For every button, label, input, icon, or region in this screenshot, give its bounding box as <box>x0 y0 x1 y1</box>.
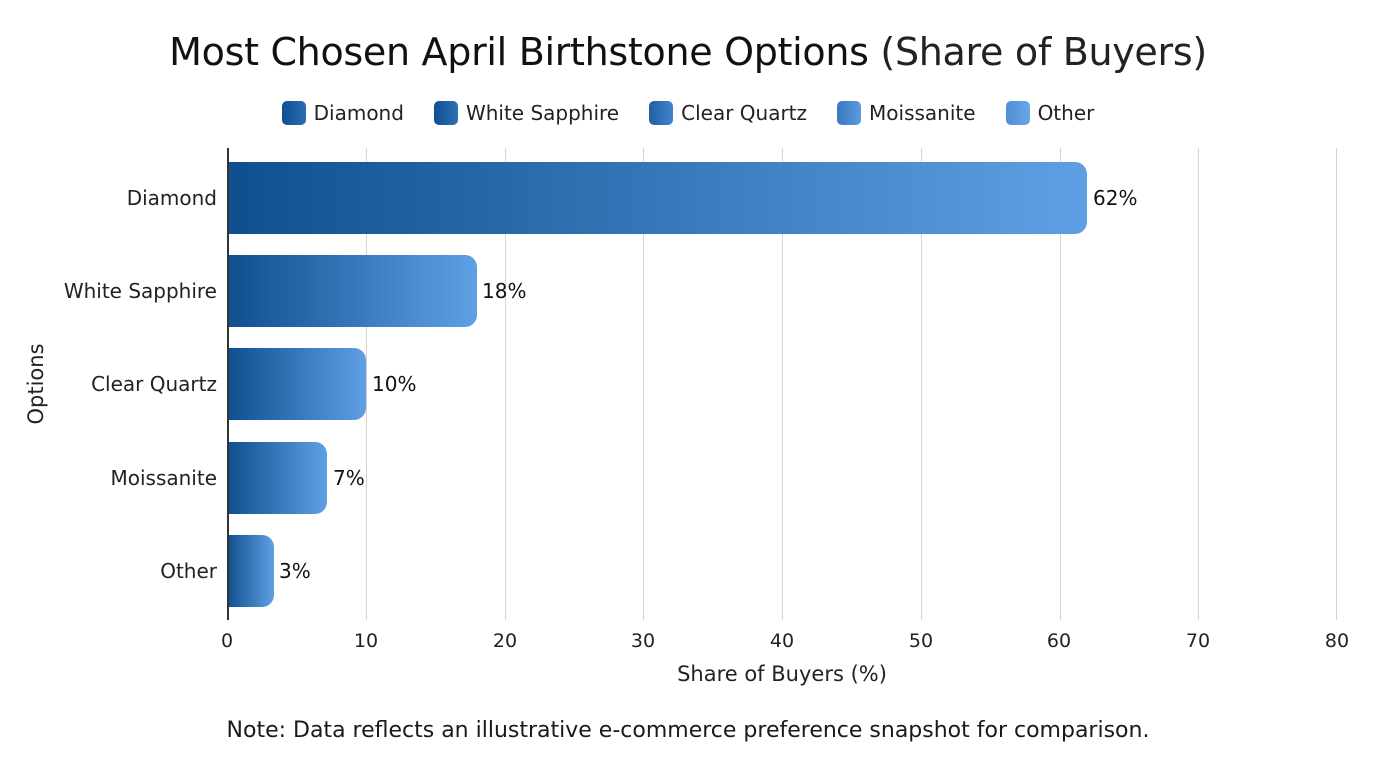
value-label: 10% <box>372 372 417 396</box>
x-tick: 50 <box>908 630 934 652</box>
x-tick: 30 <box>630 630 656 652</box>
legend-label: White Sapphire <box>465 101 620 125</box>
gridline <box>1336 148 1337 620</box>
legend-item-clear-quartz: Clear Quartz <box>649 101 807 125</box>
legend-item-white-sapphire: White Sapphire <box>433 101 620 125</box>
bar-moissanite <box>227 442 327 514</box>
category-label: Diamond <box>126 186 217 210</box>
x-tick: 70 <box>1185 630 1211 652</box>
legend-label: Clear Quartz <box>681 101 808 125</box>
category-label: Moissanite <box>110 466 217 490</box>
legend-swatch <box>649 101 674 125</box>
bar-other <box>227 535 274 607</box>
value-label: 18% <box>482 279 527 303</box>
bar-diamond <box>227 162 1087 234</box>
gridline <box>782 148 783 620</box>
footnote: Note: Data reflects an illustrative e-co… <box>226 718 1150 743</box>
category-label: Other <box>160 559 217 583</box>
legend-swatch <box>837 101 862 125</box>
legend-swatch <box>433 101 458 125</box>
bar-white-sapphire <box>227 255 477 327</box>
gridline <box>365 148 367 620</box>
legend-label: Other <box>1037 101 1095 125</box>
legend-swatch <box>281 101 306 125</box>
legend-item-other: Other <box>1005 101 1095 125</box>
x-tick: 20 <box>492 630 518 652</box>
x-tick: 10 <box>353 630 379 652</box>
x-tick: 80 <box>1324 630 1350 652</box>
legend-item-moissanite: Moissanite <box>837 101 976 125</box>
category-label: White Sapphire <box>63 279 217 303</box>
category-label: Clear Quartz <box>91 372 217 396</box>
title-main: Most Chosen April Birthstone Options <box>169 30 869 74</box>
x-tick: 0 <box>220 630 234 652</box>
title-suffix: (Share of Buyers) <box>880 30 1207 74</box>
gridline <box>504 148 506 620</box>
y-axis-label: Options <box>24 343 48 425</box>
legend-item-diamond: Diamond <box>281 101 404 125</box>
legend: Diamond White Sapphire Clear Quartz Mois… <box>0 101 1376 125</box>
y-axis-line <box>227 148 229 620</box>
value-label: 7% <box>333 466 365 490</box>
chart-title: Most Chosen April Birthstone Options (Sh… <box>0 30 1376 74</box>
legend-swatch <box>1005 101 1030 125</box>
legend-label: Diamond <box>313 101 404 125</box>
x-axis-label: Share of Buyers (%) <box>677 662 887 686</box>
value-label: 62% <box>1093 186 1138 210</box>
gridline <box>1059 148 1061 620</box>
x-tick: 40 <box>769 630 795 652</box>
gridline <box>920 148 922 620</box>
plot-area: 62% 18% 10% 7% 3% <box>227 148 1337 620</box>
bar-clear-quartz <box>227 348 366 420</box>
legend-label: Moissanite <box>869 101 976 125</box>
gridline <box>1198 148 1200 620</box>
value-label: 3% <box>279 559 311 583</box>
gridline <box>643 148 645 620</box>
x-tick: 60 <box>1046 630 1072 652</box>
